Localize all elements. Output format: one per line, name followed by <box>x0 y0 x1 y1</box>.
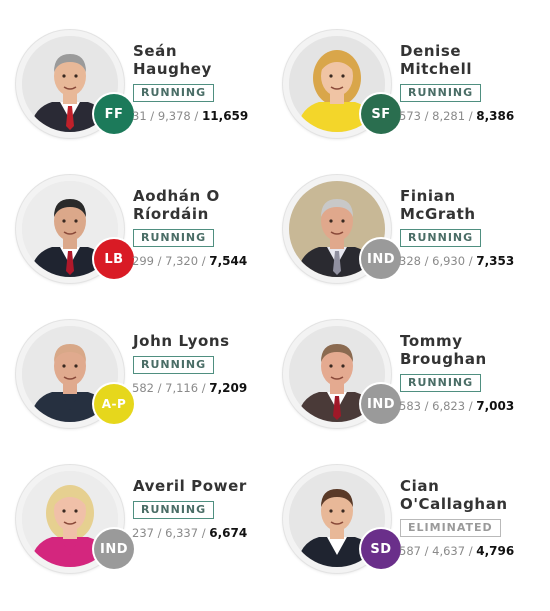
current-total: 7,544 <box>209 254 248 268</box>
candidate-card[interactable]: IND Averil Power RUNNING 237 / 6,337 / 6,67… <box>8 465 278 585</box>
candidate-photo <box>289 181 385 277</box>
current-total: 8,386 <box>476 109 515 123</box>
candidate-portrait-image <box>289 471 385 567</box>
candidate-photo <box>22 36 118 132</box>
vote-counts: 299 / 7,320 / 7,544 <box>132 254 247 268</box>
party-badge: LB <box>94 239 134 279</box>
candidate-card[interactable]: IND Finian McGrath RUNNING 328 / 6,930 / 7,… <box>275 175 545 295</box>
current-total: 4,796 <box>476 544 515 558</box>
avatar: FF <box>16 30 134 138</box>
previous-counts: 237 / 6,337 / <box>132 526 210 540</box>
candidate-name[interactable]: Seán Haughey <box>133 42 212 78</box>
previous-counts: 582 / 7,116 / <box>132 381 210 395</box>
vote-counts: 328 / 6,930 / 7,353 <box>399 254 514 268</box>
party-badge: A-P <box>94 384 134 424</box>
previous-counts: 299 / 7,320 / <box>132 254 210 268</box>
candidate-photo <box>22 181 118 277</box>
candidate-name[interactable]: John Lyons <box>133 332 230 350</box>
candidate-photo <box>22 471 118 567</box>
avatar: IND <box>283 320 401 428</box>
current-total: 7,003 <box>476 399 515 413</box>
status-badge: RUNNING <box>400 229 482 247</box>
status-badge: RUNNING <box>400 374 482 392</box>
party-badge: FF <box>94 94 134 134</box>
candidate-name[interactable]: Tommy Broughan <box>400 332 487 368</box>
candidate-card[interactable]: A-P John Lyons RUNNING 582 / 7,116 / 7,209 <box>8 320 278 440</box>
status-badge: RUNNING <box>133 356 215 374</box>
vote-counts: 583 / 6,823 / 7,003 <box>399 399 514 413</box>
vote-counts: 582 / 7,116 / 7,209 <box>132 381 247 395</box>
candidate-card[interactable]: SF Denise Mitchell RUNNING 573 / 8,281 / 8,… <box>275 30 545 150</box>
current-total: 11,659 <box>201 109 249 123</box>
avatar: SF <box>283 30 401 138</box>
vote-counts: 31 / 9,378 / 11,659 <box>132 109 248 123</box>
candidate-portrait-image <box>22 36 118 132</box>
candidate-portrait-image <box>22 471 118 567</box>
candidate-name[interactable]: Cian O'Callaghan <box>400 477 508 513</box>
candidate-portrait-image <box>289 181 385 277</box>
vote-counts: 587 / 4,637 / 4,796 <box>399 544 514 558</box>
candidate-card[interactable]: SD Cian O'Callaghan ELIMINATED 587 / 4,637 … <box>275 465 545 585</box>
avatar: LB <box>16 175 134 283</box>
candidate-name[interactable]: Averil Power <box>133 477 247 495</box>
avatar: A-P <box>16 320 134 428</box>
previous-counts: 573 / 8,281 / <box>399 109 477 123</box>
current-total: 7,353 <box>476 254 515 268</box>
candidate-card[interactable]: LB Aodhán O Ríordáin RUNNING 299 / 7,320 / … <box>8 175 278 295</box>
status-badge: RUNNING <box>400 84 482 102</box>
candidate-name[interactable]: Denise Mitchell <box>400 42 473 78</box>
previous-counts: 31 / 9,378 / <box>132 109 202 123</box>
party-badge: SD <box>361 529 401 569</box>
vote-counts: 237 / 6,337 / 6,674 <box>132 526 247 540</box>
candidate-name[interactable]: Aodhán O Ríordáin <box>133 187 220 223</box>
vote-counts: 573 / 8,281 / 8,386 <box>399 109 514 123</box>
avatar: IND <box>283 175 401 283</box>
avatar: IND <box>16 465 134 573</box>
previous-counts: 587 / 4,637 / <box>399 544 477 558</box>
party-badge: IND <box>94 529 134 569</box>
candidate-card[interactable]: FF Seán Haughey RUNNING 31 / 9,378 / 11,659 <box>8 30 278 150</box>
candidate-name[interactable]: Finian McGrath <box>400 187 476 223</box>
party-badge: IND <box>361 384 401 424</box>
status-badge: RUNNING <box>133 501 215 519</box>
party-badge: SF <box>361 94 401 134</box>
status-badge: RUNNING <box>133 84 215 102</box>
previous-counts: 583 / 6,823 / <box>399 399 477 413</box>
candidate-card[interactable]: IND Tommy Broughan RUNNING 583 / 6,823 / 7,… <box>275 320 545 440</box>
status-badge: RUNNING <box>133 229 215 247</box>
party-badge: IND <box>361 239 401 279</box>
current-total: 6,674 <box>209 526 248 540</box>
status-badge: ELIMINATED <box>400 519 501 537</box>
current-total: 7,209 <box>209 381 248 395</box>
previous-counts: 328 / 6,930 / <box>399 254 477 268</box>
avatar: SD <box>283 465 401 573</box>
